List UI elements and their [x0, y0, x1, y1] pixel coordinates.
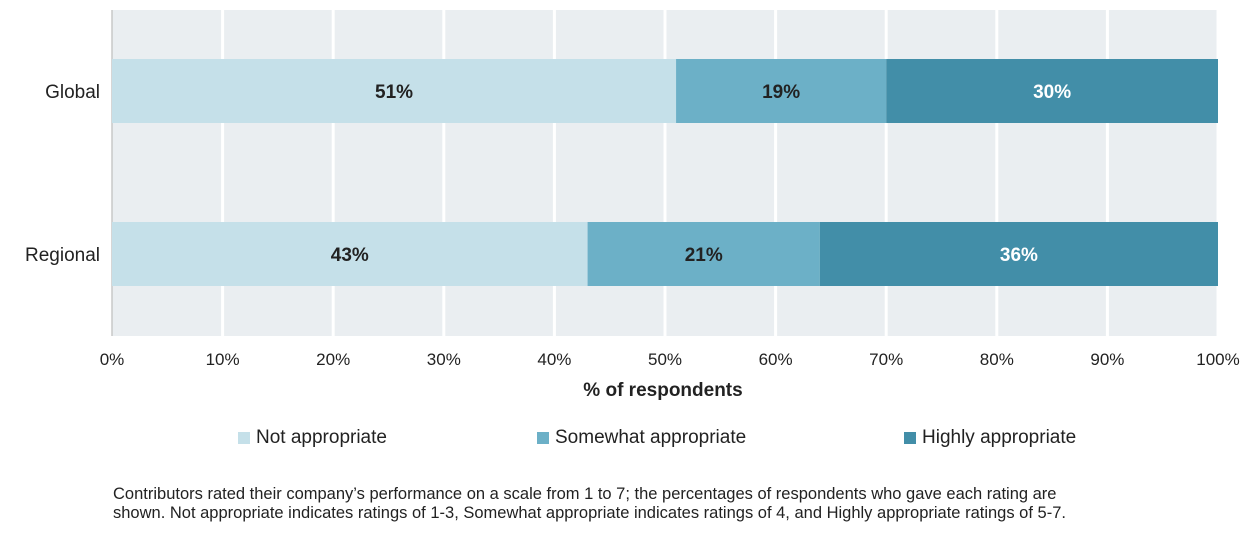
legend-label: Not appropriate — [256, 427, 387, 448]
x-tick-label: 0% — [100, 350, 125, 369]
bar-segment — [587, 222, 820, 286]
footnote-line-1: Contributors rated their company’s perfo… — [113, 485, 1057, 503]
x-tick-label: 60% — [759, 350, 793, 369]
data-labels: 51% 19% 30% 43% 21% 36% — [331, 82, 1071, 266]
x-tick-label: 100% — [1196, 350, 1239, 369]
footnote: Contributors rated their company’s perfo… — [113, 485, 1233, 523]
data-label: 30% — [1033, 82, 1071, 103]
data-label: 36% — [1000, 245, 1038, 266]
x-axis-title: % of respondents — [583, 380, 742, 401]
bar-segment — [676, 59, 887, 123]
data-label: 21% — [685, 245, 723, 266]
x-tick-label: 40% — [537, 350, 571, 369]
legend: Not appropriate Somewhat appropriate Hig… — [0, 427, 1250, 453]
data-label: 51% — [375, 82, 413, 103]
y-axis-ticks: Global Regional — [25, 82, 100, 266]
data-label: 19% — [762, 82, 800, 103]
legend-item-highly-appropriate: Highly appropriate — [904, 427, 1076, 449]
x-tick-label: 10% — [206, 350, 240, 369]
legend-item-not-appropriate: Not appropriate — [238, 427, 387, 449]
legend-label: Highly appropriate — [922, 427, 1077, 448]
bar-segment — [112, 222, 588, 286]
x-tick-label: 80% — [980, 350, 1014, 369]
y-tick-label: Global — [45, 82, 100, 103]
legend-label: Somewhat appropriate — [555, 427, 747, 448]
x-tick-label: 50% — [648, 350, 682, 369]
legend-swatch-not-appropriate — [238, 432, 250, 444]
footnote-line-2: shown. Not appropriate indicates ratings… — [113, 504, 1066, 522]
bars — [112, 59, 1218, 286]
legend-swatch-highly-appropriate — [904, 432, 916, 444]
x-axis-ticks: 0% 10% 20% 30% 40% 50% 60% 70% 80% 90% 100% — [100, 350, 1240, 369]
x-tick-label: 70% — [869, 350, 903, 369]
x-tick-label: 20% — [316, 350, 350, 369]
y-tick-label: Regional — [25, 245, 100, 266]
x-tick-label: 90% — [1090, 350, 1124, 369]
legend-item-somewhat-appropriate: Somewhat appropriate — [537, 427, 746, 449]
bar-segment — [819, 222, 1218, 286]
bar-segment — [112, 59, 677, 123]
data-label: 43% — [331, 245, 369, 266]
legend-swatch-somewhat-appropriate — [537, 432, 549, 444]
stacked-bar-chart: 51% 19% 30% 43% 21% 36% Global Regional 0% 10% 2… — [25, 10, 1240, 401]
bar-segment — [886, 59, 1218, 123]
x-tick-label: 30% — [427, 350, 461, 369]
